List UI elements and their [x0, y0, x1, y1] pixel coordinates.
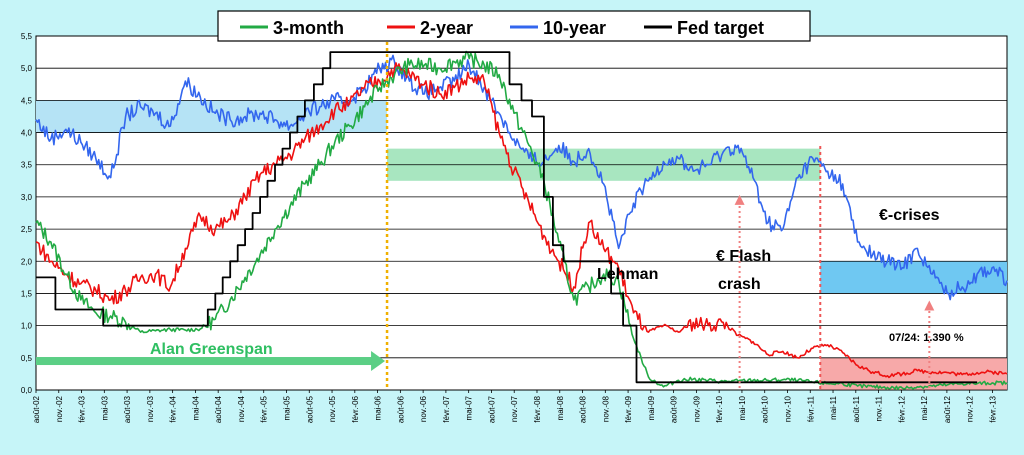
- flash-crash-arrow-head: [734, 194, 745, 205]
- x-tick-label: nov.-12: [966, 395, 975, 422]
- x-tick-label: nov.-07: [510, 395, 519, 422]
- greenspan-arrow-head: [371, 351, 386, 372]
- band-10year-late: [820, 261, 1007, 294]
- x-tick-label: mai-12: [920, 395, 929, 420]
- x-tick-label: févr.-05: [260, 395, 269, 422]
- x-tick-label: févr.-03: [78, 395, 87, 422]
- x-tick-label: août-10: [761, 395, 770, 423]
- legend-label-fed-target: Fed target: [677, 18, 764, 38]
- y-tick-label: 5,0: [21, 64, 33, 73]
- y-tick-label: 4,0: [21, 129, 33, 138]
- x-tick-label: févr.-06: [351, 395, 360, 422]
- y-tick-label: 0,5: [21, 354, 33, 363]
- y-tick-label: 3,5: [21, 161, 33, 170]
- y-tick-label: 1,5: [21, 289, 33, 298]
- x-tick-label: nov.-08: [601, 395, 610, 422]
- x-tick-label: août-06: [396, 395, 405, 423]
- annotation-lehman: Lehman: [597, 266, 658, 283]
- legend-label-2-year: 2-year: [420, 18, 473, 38]
- x-tick-label: août-02: [32, 395, 41, 423]
- annotation-low-value: 07/24: 1.390 %: [889, 332, 964, 344]
- annotation-flash-crash-line2: crash: [718, 276, 761, 293]
- annotation-flash-crash-line1: € Flash: [716, 248, 771, 265]
- x-tick-label: févr.-04: [169, 395, 178, 422]
- y-tick-label: 3,0: [21, 193, 33, 202]
- greenspan-arrow-shaft: [36, 357, 374, 366]
- x-tick-label: févr.-12: [897, 395, 906, 422]
- x-tick-label: févr.-08: [533, 395, 542, 422]
- series-line-2-year: [35, 62, 1008, 379]
- x-tick-label: mai-10: [738, 395, 747, 420]
- x-axis: août-02 nov.-02 févr.-03 mai-03 août-03 nov.-…: [32, 390, 997, 423]
- annotation-euro-crises: €-crises: [879, 207, 940, 224]
- x-tick-label: août-11: [852, 395, 861, 422]
- x-tick-label: mai-06: [374, 395, 383, 420]
- x-tick-label: août-03: [123, 395, 132, 423]
- y-tick-label: 1,0: [21, 322, 33, 331]
- series-group: [35, 50, 1008, 391]
- series-line-fed-target: [36, 51, 978, 384]
- x-tick-label: août-05: [305, 395, 314, 423]
- y-tick-label: 0,0: [21, 386, 33, 395]
- y-axis: 0,0 0,5 1,0 1,5 2,0 2,5 3,0 3,5 4,0 4,5 5,0 5,5: [21, 32, 33, 395]
- x-tick-label: août-07: [487, 395, 496, 423]
- annotation-greenspan: Alan Greenspan: [150, 341, 273, 358]
- annotation-overlays: [36, 36, 935, 390]
- x-tick-label: août-04: [214, 395, 223, 423]
- x-tick-label: nov.-03: [146, 395, 155, 422]
- legend-label-3-month: 3-month: [273, 18, 344, 38]
- x-tick-label: nov.-02: [55, 395, 64, 422]
- series-line-3-month: [35, 50, 1008, 391]
- x-tick-label: nov.-11: [875, 395, 884, 421]
- x-tick-label: mai-04: [191, 395, 200, 420]
- x-tick-label: févr.-13: [988, 395, 997, 422]
- x-tick-label: févr.-11: [806, 395, 815, 422]
- x-tick-label: août-12: [943, 395, 952, 423]
- x-tick-label: févr.-07: [442, 395, 451, 422]
- x-tick-label: mai-09: [647, 395, 656, 420]
- legend-label-10-year: 10-year: [543, 18, 606, 38]
- series-line-10-year: [35, 54, 1008, 301]
- x-tick-label: févr.-09: [624, 395, 633, 422]
- x-tick-label: mai-11: [829, 395, 838, 419]
- x-tick-label: nov.-04: [237, 395, 246, 422]
- x-tick-label: août-09: [670, 395, 679, 423]
- x-tick-label: mai-08: [556, 395, 565, 420]
- y-tick-label: 2,0: [21, 257, 33, 266]
- x-tick-label: nov.-05: [328, 395, 337, 422]
- x-tick-label: août-08: [579, 395, 588, 423]
- x-tick-label: nov.-10: [783, 395, 792, 422]
- x-tick-label: nov.-09: [692, 395, 701, 422]
- legend: 3-month 2-year 10-year Fed target: [217, 10, 811, 42]
- x-tick-label: nov.-06: [419, 395, 428, 422]
- y-tick-label: 4,5: [21, 96, 33, 105]
- x-tick-label: févr.-10: [715, 395, 724, 422]
- y-tick-label: 2,5: [21, 225, 33, 234]
- x-tick-label: mai-03: [100, 395, 109, 420]
- x-tick-label: mai-05: [282, 395, 291, 420]
- x-tick-label: mai-07: [465, 395, 474, 420]
- y-tick-label: 5,5: [21, 32, 33, 41]
- low-value-arrow-head: [924, 300, 935, 311]
